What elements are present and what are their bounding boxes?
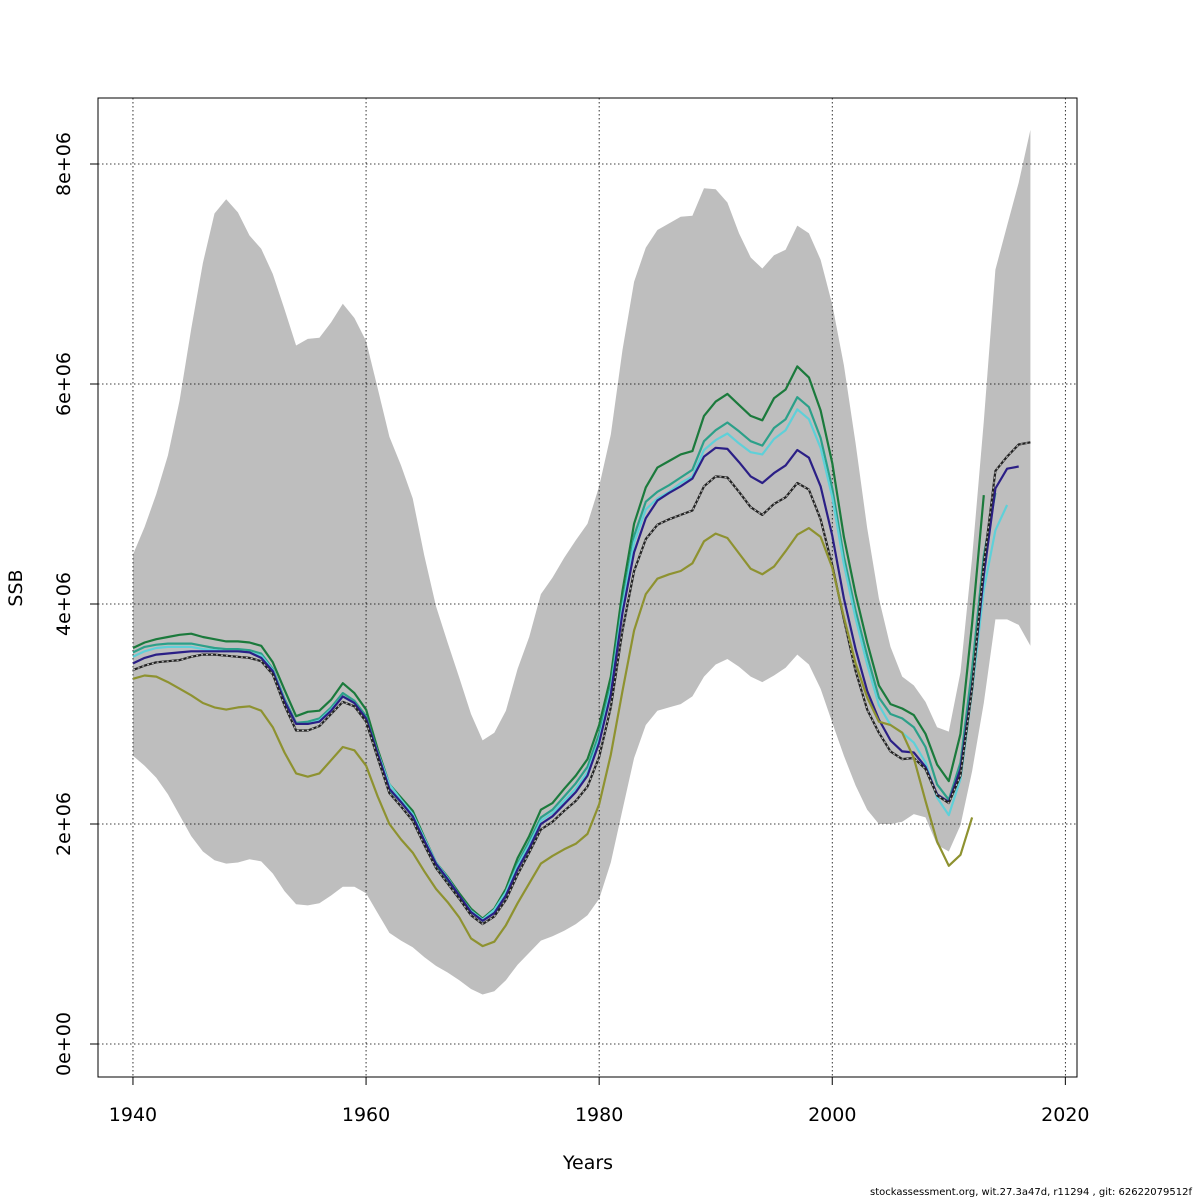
y-tick-label: 2e+06 xyxy=(53,792,75,856)
series-lines xyxy=(132,365,1031,948)
series-line-5 xyxy=(132,527,974,948)
footer-note: stockassessment.org, wit.27.3a47d, r1129… xyxy=(869,1187,1192,1198)
x-tick-label: 2000 xyxy=(808,1104,856,1126)
y-tick-label: 6e+06 xyxy=(53,352,75,416)
plot-frame xyxy=(97,97,1078,1078)
axes: 1940 1960 1980 2000 2020 0e+00 2e+06 4e+06 6e+06… xyxy=(53,132,1090,1126)
x-tick-label: 1940 xyxy=(109,1104,157,1126)
series-line-0 xyxy=(132,365,985,920)
series-line-4-dash xyxy=(132,441,1031,925)
y-tick-label: 4e+06 xyxy=(53,572,75,636)
confidence-band xyxy=(133,129,1031,995)
x-tick-label: 1980 xyxy=(575,1104,623,1126)
series-line-3 xyxy=(132,446,1019,922)
grid xyxy=(98,98,1077,1077)
x-tick-label: 1960 xyxy=(342,1104,390,1126)
x-tick-label: 2020 xyxy=(1041,1104,1089,1126)
y-tick-label: 0e+00 xyxy=(53,1012,75,1076)
y-tick-label: 8e+06 xyxy=(53,132,75,196)
y-axis-title: SSB xyxy=(5,569,27,606)
x-axis-title: Years xyxy=(562,1152,613,1174)
confidence-band-area xyxy=(133,129,1031,995)
